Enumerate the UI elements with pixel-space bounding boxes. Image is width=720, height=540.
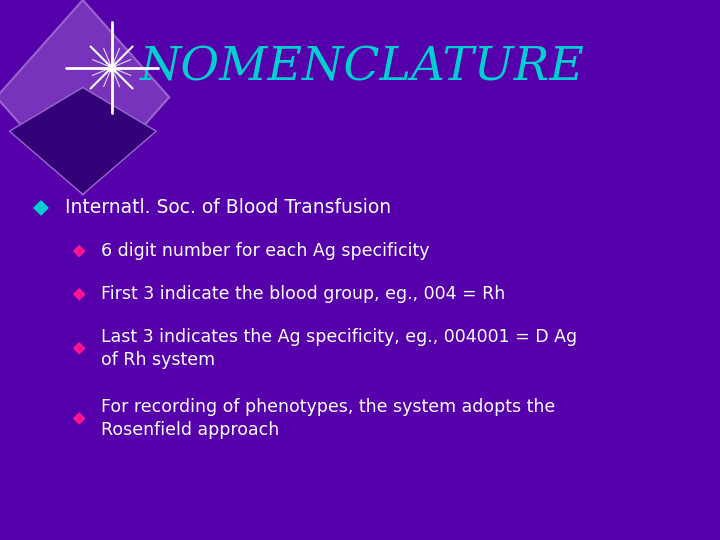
Text: NOMENCLATURE: NOMENCLATURE [140, 45, 585, 90]
Text: Internatl. Soc. of Blood Transfusion: Internatl. Soc. of Blood Transfusion [65, 198, 391, 218]
Text: For recording of phenotypes, the system adopts the
Rosenfield approach: For recording of phenotypes, the system … [101, 397, 555, 440]
Polygon shape [9, 87, 156, 194]
Polygon shape [0, 0, 169, 194]
Polygon shape [74, 246, 85, 256]
Polygon shape [74, 343, 85, 354]
Polygon shape [34, 201, 48, 215]
Polygon shape [74, 289, 85, 300]
Text: Last 3 indicates the Ag specificity, eg., 004001 = D Ag
of Rh system: Last 3 indicates the Ag specificity, eg.… [101, 327, 577, 369]
Polygon shape [74, 413, 85, 424]
Text: First 3 indicate the blood group, eg., 004 = Rh: First 3 indicate the blood group, eg., 0… [101, 285, 505, 303]
Text: 6 digit number for each Ag specificity: 6 digit number for each Ag specificity [101, 242, 429, 260]
